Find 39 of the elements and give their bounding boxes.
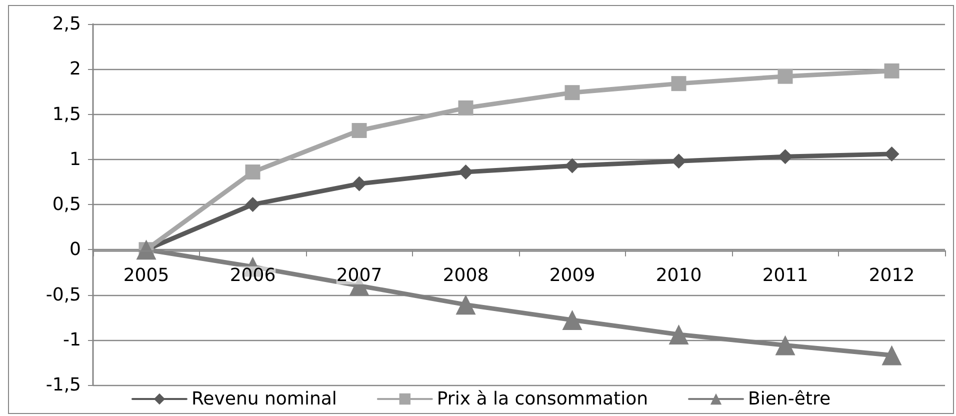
- point: [458, 164, 474, 180]
- point: [671, 154, 686, 169]
- x-tick-label: 2006: [230, 264, 276, 286]
- point: [668, 324, 689, 344]
- x-tick-label: 2005: [123, 264, 170, 286]
- y-tick-label: -1,5: [46, 374, 81, 396]
- point: [778, 149, 793, 164]
- point: [884, 63, 900, 78]
- point: [671, 76, 686, 92]
- x-tick-label: 2011: [762, 264, 808, 286]
- y-tick-label: 0: [70, 239, 81, 260]
- x-tick-label: 2010: [656, 264, 702, 286]
- point: [884, 146, 900, 162]
- x-tick-label: 2012: [868, 264, 915, 286]
- legend-label: Bien-être: [748, 388, 831, 410]
- y-tick-label: 2,5: [52, 14, 81, 34]
- point: [352, 122, 367, 138]
- point: [775, 335, 796, 356]
- point: [778, 68, 793, 84]
- point: [564, 158, 580, 174]
- x-tick-label: 2008: [442, 264, 489, 286]
- y-tick-label: -0,5: [46, 284, 81, 306]
- point: [458, 100, 474, 116]
- y-tick-label: 2: [70, 58, 81, 80]
- point: [882, 345, 902, 366]
- point: [245, 197, 260, 212]
- legend-label: Prix à la consommation: [436, 388, 648, 410]
- point: [564, 85, 580, 100]
- y-tick-label: 1,5: [52, 104, 81, 125]
- x-tick-label: 2007: [336, 264, 382, 286]
- y-tick-label: 1: [70, 148, 81, 170]
- y-tick-label: 0,5: [52, 194, 81, 215]
- point: [352, 176, 367, 192]
- y-tick-label: -1: [63, 329, 81, 350]
- x-tick-label: 2009: [549, 264, 596, 286]
- legend-label: Revenu nominal: [191, 388, 337, 410]
- point: [562, 310, 582, 330]
- point: [456, 294, 476, 315]
- point: [245, 164, 260, 180]
